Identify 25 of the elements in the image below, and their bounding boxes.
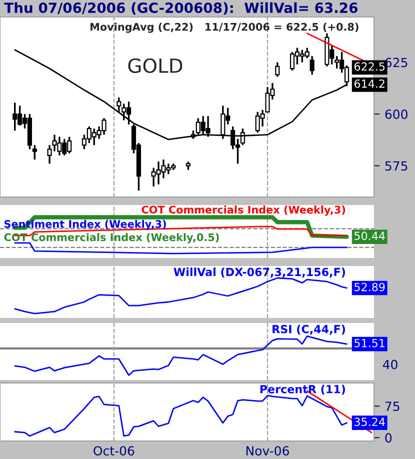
text: 40 xyxy=(382,360,398,370)
chart-title: PercentR (11) xyxy=(260,384,345,395)
chart-title: WillVal (DX-067,3,21,156,F) xyxy=(174,268,345,278)
y-tick-label: 600 xyxy=(385,110,408,119)
y-tick-label: 575 xyxy=(385,161,408,171)
series-label: COT Commercials Index (Weekly,0.5) xyxy=(4,233,219,244)
candlestick xyxy=(116,96,122,113)
x-tick-label: Oct-06 xyxy=(94,446,134,456)
annotation: 50.44 xyxy=(354,232,385,240)
annotation: MovingAvg (C,22) 11/17/2006 = 622.5 (+0.8) xyxy=(90,22,358,33)
annotation: 52.89 xyxy=(354,282,385,292)
chart-title: Thu 07/06/2006 (GC-200608): WillVal= 63.26 xyxy=(4,2,358,15)
chart-title: RSI (C,44,F) xyxy=(272,324,345,335)
y-tick-label: 75 xyxy=(385,402,400,412)
x-tick-label: Nov-06 xyxy=(246,446,289,456)
data-label: 35.24 xyxy=(354,418,385,426)
y-tick-label: 0 xyxy=(385,433,392,443)
annotation: 51.51 xyxy=(354,339,384,348)
text: 622.5 xyxy=(354,62,385,71)
candlestick xyxy=(32,144,37,160)
data-label: 614.2 xyxy=(354,79,384,88)
line-series xyxy=(14,394,348,437)
series-label: COT Commercials Index (Weekly,3) xyxy=(142,206,346,216)
candlestick xyxy=(275,61,280,78)
annotation: GOLD xyxy=(128,58,182,74)
